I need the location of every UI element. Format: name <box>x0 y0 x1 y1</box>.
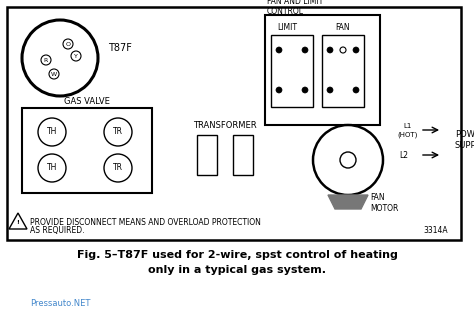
Circle shape <box>276 47 282 53</box>
Circle shape <box>104 154 132 182</box>
Text: !: ! <box>17 220 19 225</box>
Circle shape <box>327 87 333 93</box>
Circle shape <box>302 87 308 93</box>
Text: AS REQUIRED.: AS REQUIRED. <box>30 226 84 235</box>
Text: TR: TR <box>113 163 123 172</box>
Text: O: O <box>65 42 71 46</box>
Circle shape <box>313 125 383 195</box>
Text: 3314A: 3314A <box>423 226 448 235</box>
Text: FAN
MOTOR: FAN MOTOR <box>370 193 398 213</box>
Text: Pressauto.NET: Pressauto.NET <box>30 299 91 308</box>
Text: CONTROL: CONTROL <box>267 6 304 16</box>
Text: TR: TR <box>113 128 123 136</box>
Circle shape <box>22 20 98 96</box>
Circle shape <box>302 47 308 53</box>
Text: FAN: FAN <box>336 23 350 31</box>
Text: TH: TH <box>47 128 57 136</box>
Circle shape <box>63 39 73 49</box>
Circle shape <box>49 69 59 79</box>
Text: TRANSFORMER: TRANSFORMER <box>193 121 257 129</box>
Text: T87F: T87F <box>108 43 132 53</box>
Bar <box>7 7 461 240</box>
Text: GAS VALVE: GAS VALVE <box>64 96 110 106</box>
Bar <box>322 35 364 107</box>
Circle shape <box>41 55 51 65</box>
Text: L1: L1 <box>404 123 412 129</box>
Text: TH: TH <box>47 163 57 172</box>
Text: Y: Y <box>74 53 78 59</box>
Circle shape <box>353 87 359 93</box>
Circle shape <box>38 154 66 182</box>
Text: R: R <box>44 58 48 63</box>
Bar <box>265 15 380 125</box>
Text: Fig. 5–T87F used for 2-wire, spst control of heating: Fig. 5–T87F used for 2-wire, spst contro… <box>77 250 397 260</box>
Text: L2: L2 <box>399 150 408 160</box>
Text: LIMIT: LIMIT <box>277 23 297 31</box>
Bar <box>233 135 253 175</box>
Text: FAN AND LIMIT: FAN AND LIMIT <box>267 0 323 6</box>
Circle shape <box>340 152 356 168</box>
Polygon shape <box>328 195 368 209</box>
Text: (HOT): (HOT) <box>398 132 418 138</box>
Bar <box>271 35 313 107</box>
Text: POWER
SUPPLY: POWER SUPPLY <box>455 130 474 150</box>
Circle shape <box>276 87 282 93</box>
Circle shape <box>71 51 81 61</box>
Circle shape <box>340 47 346 53</box>
Circle shape <box>327 47 333 53</box>
Circle shape <box>38 118 66 146</box>
Bar <box>22 108 152 193</box>
Text: W: W <box>51 72 57 77</box>
Circle shape <box>353 47 359 53</box>
Text: only in a typical gas system.: only in a typical gas system. <box>148 265 326 275</box>
Bar <box>197 135 217 175</box>
Text: PROVIDE DISCONNECT MEANS AND OVERLOAD PROTECTION: PROVIDE DISCONNECT MEANS AND OVERLOAD PR… <box>30 218 261 227</box>
Circle shape <box>104 118 132 146</box>
